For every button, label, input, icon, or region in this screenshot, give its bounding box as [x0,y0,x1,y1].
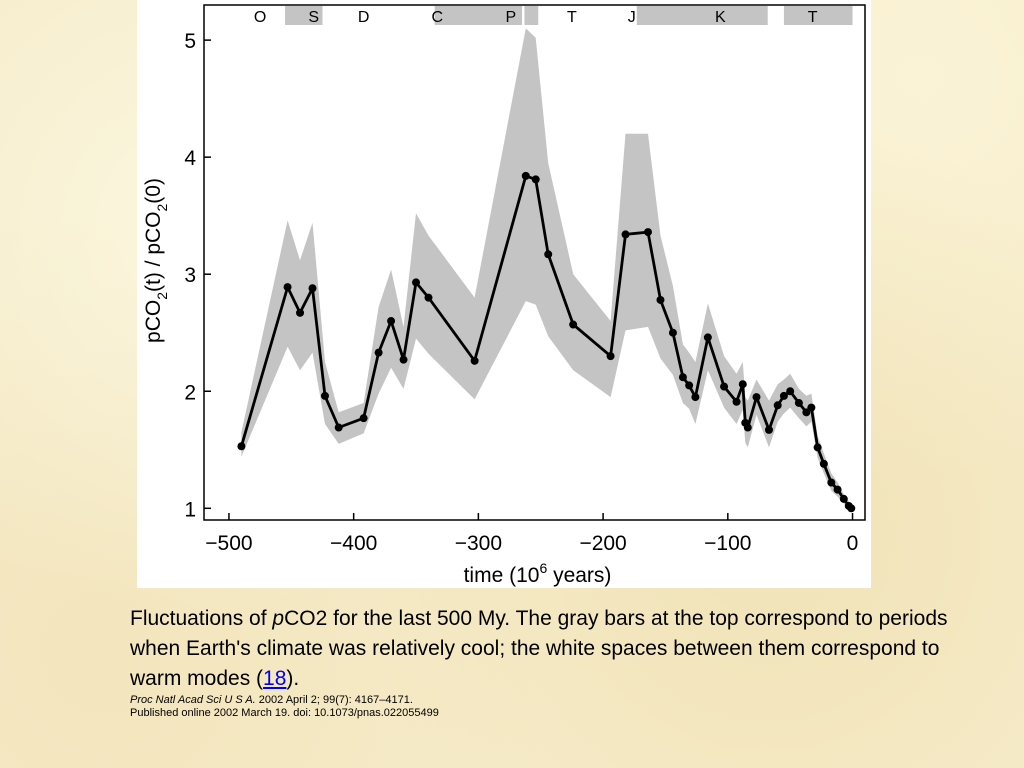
data-point [359,414,368,423]
citation-line: Proc Natl Acad Sci U S A. 2002 April 2; … [130,694,990,707]
data-point [569,320,578,329]
x-axis-label-part: years) [547,564,611,587]
data-point [237,442,246,451]
uncertainty-band [241,28,852,512]
period-label: C [431,9,443,26]
period-label: K [715,9,726,26]
data-point [424,293,433,302]
data-point [685,381,694,390]
y-tick-label: 1 [184,498,196,521]
data-point [399,355,408,364]
x-axis-label-sup: 6 [539,560,547,576]
data-point [643,228,652,237]
data-point [621,230,630,239]
data-point [374,348,383,357]
data-point [320,391,329,400]
y-axis-label-sub: 2 [154,203,170,211]
data-point [794,398,803,407]
cool-period-bar [285,6,323,25]
data-point [703,333,712,342]
published-line: Published online 2002 March 19. doi: 10.… [130,707,439,719]
caption-text: Fluctuations of pCO2 for the last 500 My… [130,604,990,694]
period-label: J [628,9,636,26]
y-axis-label-part: (t) / pCO [142,211,165,292]
data-point [544,250,553,259]
journal-name: Proc Natl Acad Sci U S A. [130,694,256,706]
period-label: D [358,9,370,26]
x-tick-label: −100 [704,532,751,555]
figure-panel: O S D C P T J K T −500 −400 −300 −200 −100 0 1 2 3 4 5 ti… [137,0,871,588]
y-axis-label-part: (0) [142,178,165,204]
y-tick-label: 5 [184,30,196,53]
data-point [839,494,848,503]
citation-details: 2002 April 2; 99(7): 4167–4171. [255,694,413,706]
data-point [807,403,816,412]
data-point [668,328,677,337]
data-point [387,317,396,326]
data-point [308,284,317,293]
period-label: T [808,9,818,26]
data-point [802,408,811,417]
data-point [752,393,761,402]
x-axis-label: time (106 years) [464,560,612,587]
reference-link[interactable]: 18 [263,667,287,690]
data-point [738,380,747,389]
data-point [786,387,795,396]
data-point [813,443,822,452]
data-point [779,391,788,400]
x-tick-label: −300 [455,532,502,555]
data-point [827,478,836,487]
x-tick-label: −200 [579,532,626,555]
data-point [833,485,842,494]
data-point [732,397,741,406]
y-tick-label: 3 [184,264,196,287]
caption-italic-p: p [272,607,285,630]
cool-period-bar [434,6,523,25]
data-point [470,356,479,365]
cool-period-bar [636,6,768,25]
data-point [412,278,421,287]
period-label: O [254,9,266,26]
cool-period-bar [524,6,539,25]
y-tick-label: 2 [184,381,196,404]
y-axis-label: pCO2(t) / pCO2(0) [142,178,170,343]
data-point [691,393,700,402]
y-axis-label-part: pCO [142,300,165,343]
data-point [531,175,540,184]
caption-suffix: ). [286,667,300,690]
x-tick-label: −500 [205,532,252,555]
plot-frame [203,4,866,521]
data-point [296,308,305,317]
caption-body: CO2 for the last 500 My. The gray bars a… [130,607,948,690]
data-point [334,423,343,432]
data-point [606,352,615,361]
pco2-chart: O S D C P T J K T −500 −400 −300 −200 −100 0 1 2 3 4 5 ti… [142,4,866,587]
caption-prefix: Fluctuations of [130,607,273,630]
data-point [521,171,530,180]
y-tick-label: 4 [184,147,196,170]
y-axis-label-sub: 2 [154,292,170,300]
period-label: P [505,9,516,26]
x-axis-label-part: time (10 [464,564,540,587]
data-point [764,425,773,434]
data-point [819,459,828,468]
data-point [720,382,729,391]
data-point [678,373,687,382]
x-tick-label: 0 [847,532,859,555]
data-point [743,423,752,432]
data-point [656,295,665,304]
period-label: T [567,9,577,26]
period-label: S [308,9,319,26]
cool-period-bar [783,6,853,25]
x-tick-label: −400 [330,532,377,555]
figure-caption: Fluctuations of pCO2 for the last 500 My… [130,604,990,720]
data-point [283,283,292,292]
data-point [847,504,856,513]
data-point [773,401,782,410]
